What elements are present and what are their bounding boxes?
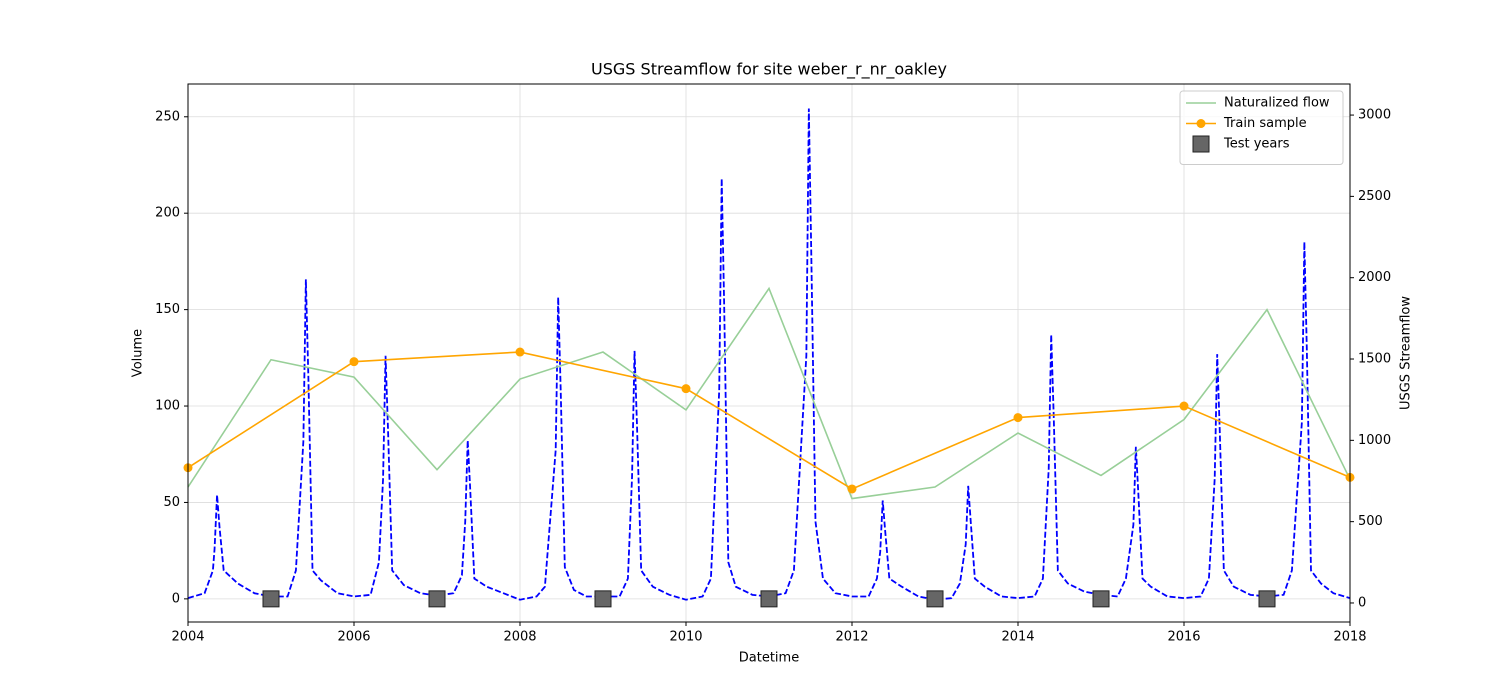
point — [515, 347, 525, 357]
point — [428, 590, 446, 608]
y2-tick-label: 3000 — [1358, 108, 1391, 123]
point — [1092, 590, 1110, 608]
series-line — [187, 286, 1351, 500]
y-tick-label: 200 — [155, 206, 180, 221]
y2-tick-label: 0 — [1358, 595, 1366, 610]
legend-label: Train sample — [1223, 116, 1307, 131]
x-tick-label: 2004 — [171, 630, 204, 645]
y2-tick-label: 1000 — [1358, 433, 1391, 448]
point — [926, 590, 944, 608]
x-tick-label: 2018 — [1333, 630, 1366, 645]
x-tick-label: 2014 — [1001, 630, 1034, 645]
axes: 2004 2006 2008 2010 2012 2014 2016 2018 0 50 100 15… — [155, 108, 1391, 645]
x-tick-label: 2016 — [1167, 630, 1200, 645]
y2-tick-label: 2500 — [1358, 189, 1391, 204]
point — [1179, 401, 1189, 411]
y2-tick-label: 2000 — [1358, 270, 1391, 285]
legend-box — [1179, 90, 1344, 165]
x-tick-label: 2006 — [337, 630, 370, 645]
y-tick-label: 250 — [155, 109, 180, 124]
point — [594, 590, 612, 608]
y-tick-label: 100 — [155, 399, 180, 414]
legend-marker — [1196, 119, 1206, 128]
point — [349, 357, 359, 367]
y-tick-label: 50 — [163, 495, 180, 510]
point — [760, 590, 778, 608]
point — [681, 384, 691, 394]
x-tick-label: 2012 — [835, 630, 868, 645]
legend-label: Naturalized flow — [1224, 96, 1330, 111]
x-tick-label: 2008 — [503, 630, 536, 645]
point — [1013, 413, 1023, 423]
legend-marker — [1192, 135, 1210, 153]
x-tick-label: 2010 — [669, 630, 702, 645]
point — [847, 484, 857, 494]
plot-area — [183, 108, 1355, 608]
point — [1258, 590, 1276, 608]
x-axis-label: Datetime — [739, 651, 799, 666]
series-line — [187, 351, 1351, 490]
chart-title: USGS Streamflow for site weber_r_nr_oakl… — [591, 60, 947, 80]
y-tick-label: 0 — [172, 591, 180, 606]
y2-axis-label: USGS Streamflow — [1399, 296, 1414, 410]
legend-label: Test years — [1223, 137, 1290, 152]
y2-tick-label: 500 — [1358, 514, 1383, 529]
legend: Naturalized flow Train sample Test years — [1179, 90, 1344, 165]
y-tick-label: 150 — [155, 302, 180, 317]
plot-frame — [187, 83, 1351, 623]
y-axis-label: Volume — [131, 329, 146, 377]
y2-tick-label: 1500 — [1358, 352, 1391, 367]
point — [262, 590, 280, 608]
